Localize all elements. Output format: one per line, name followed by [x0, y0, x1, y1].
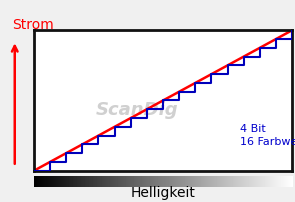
Text: Helligkeit: Helligkeit — [131, 186, 195, 200]
Text: 4 Bit
16 Farbwerte: 4 Bit 16 Farbwerte — [240, 124, 295, 147]
Text: Strom: Strom — [12, 18, 54, 32]
Text: ScanDig: ScanDig — [96, 101, 178, 119]
